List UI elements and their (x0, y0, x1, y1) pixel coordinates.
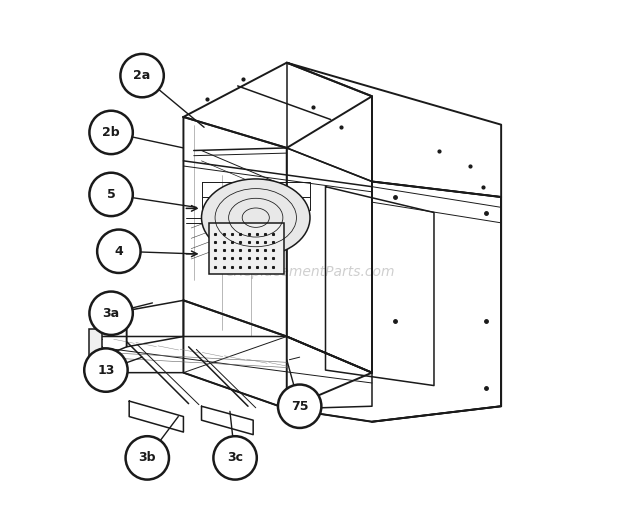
Circle shape (89, 111, 133, 154)
Circle shape (89, 292, 133, 335)
Circle shape (213, 436, 257, 480)
Circle shape (120, 54, 164, 97)
Circle shape (126, 436, 169, 480)
Circle shape (97, 229, 141, 273)
Text: 4: 4 (115, 244, 123, 258)
Text: 13: 13 (97, 364, 115, 377)
Text: 5: 5 (107, 188, 115, 201)
Circle shape (84, 349, 128, 392)
Text: 2a: 2a (133, 69, 151, 82)
Bar (89, 329, 102, 357)
Text: 75: 75 (291, 400, 308, 413)
Ellipse shape (202, 179, 310, 256)
Text: eReplacementParts.com: eReplacementParts.com (225, 265, 395, 279)
Text: 3a: 3a (102, 307, 120, 320)
Bar (210, 223, 284, 275)
Text: 3c: 3c (227, 451, 243, 465)
Circle shape (89, 172, 133, 216)
Text: 3b: 3b (138, 451, 156, 465)
Text: 2b: 2b (102, 126, 120, 139)
Circle shape (278, 384, 321, 428)
